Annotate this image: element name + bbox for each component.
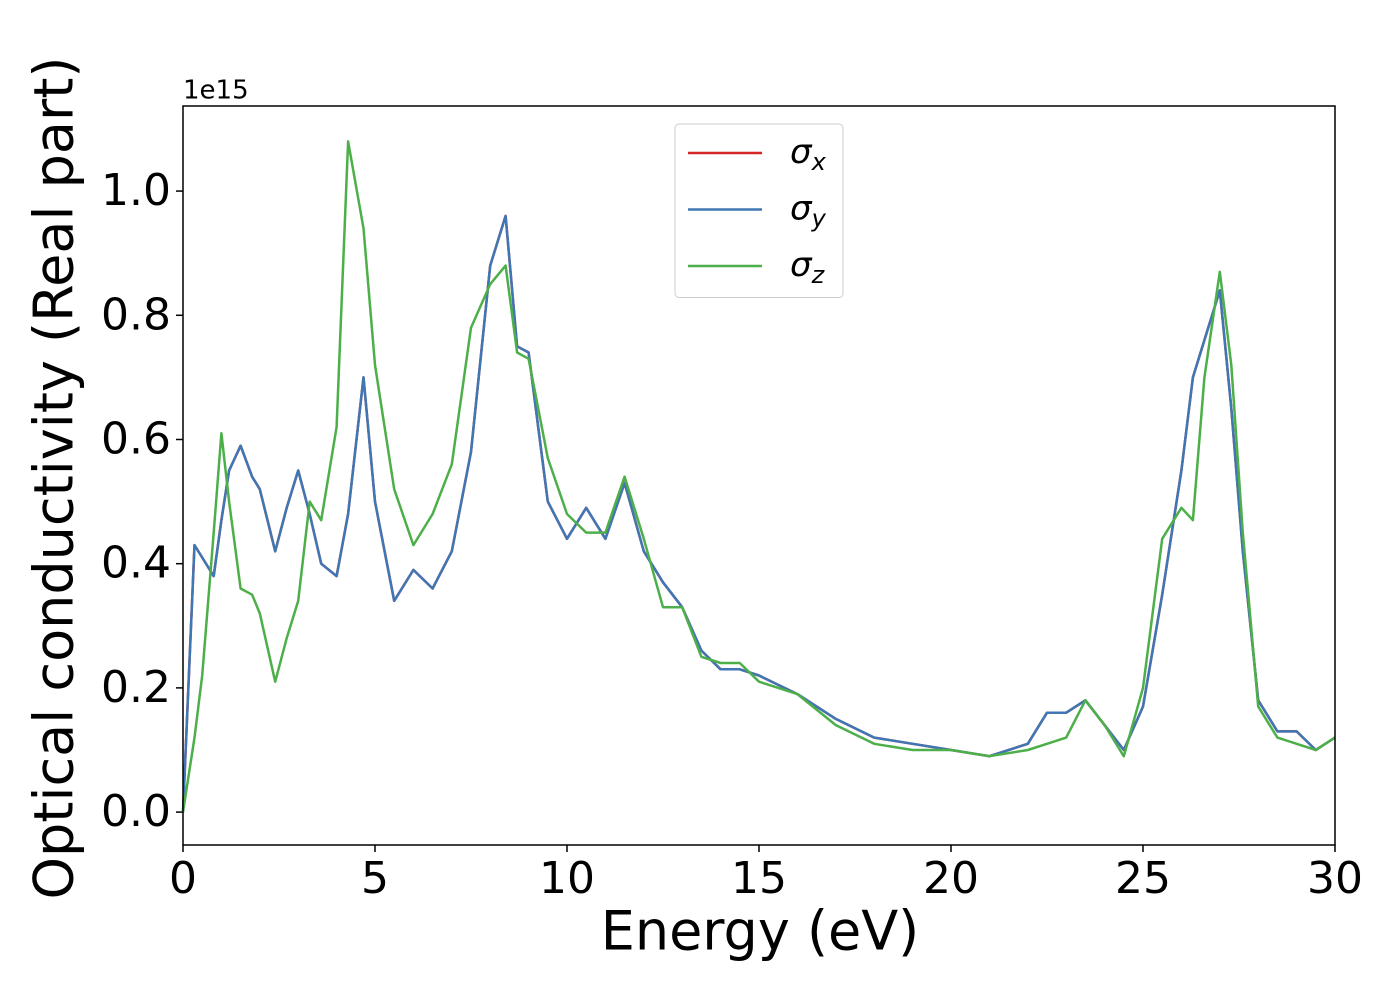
series-line bbox=[181, 140, 1336, 813]
x-tick-label: 15 bbox=[731, 853, 787, 904]
x-tick-label: 5 bbox=[361, 853, 389, 904]
y-tick-label: 1.0 bbox=[101, 165, 171, 216]
x-tick-label: 0 bbox=[169, 853, 197, 904]
series-line bbox=[181, 214, 1336, 813]
y-tick-label: 0.0 bbox=[101, 786, 171, 837]
y-tick-label: 0.2 bbox=[101, 662, 171, 713]
x-tick-label: 20 bbox=[923, 853, 979, 904]
y-offset-label: 1e15 bbox=[183, 76, 249, 106]
y-tick-label: 0.6 bbox=[101, 413, 171, 464]
x-tick-label: 25 bbox=[1115, 853, 1171, 904]
legend-label: σz bbox=[790, 245, 826, 290]
legend-label: σx bbox=[790, 132, 827, 177]
x-tick-label: 10 bbox=[539, 853, 595, 904]
legend-label: σy bbox=[790, 188, 827, 233]
plot-frame bbox=[182, 105, 1336, 846]
y-tick-label: 0.8 bbox=[101, 289, 171, 340]
x-tick-label: 30 bbox=[1307, 853, 1363, 904]
x-axis-label: Energy (eV) bbox=[601, 900, 920, 963]
y-tick-label: 0.4 bbox=[101, 538, 171, 589]
series-line bbox=[181, 214, 1336, 813]
y-axis-label: Optical conductivity (Real part) bbox=[23, 57, 86, 900]
